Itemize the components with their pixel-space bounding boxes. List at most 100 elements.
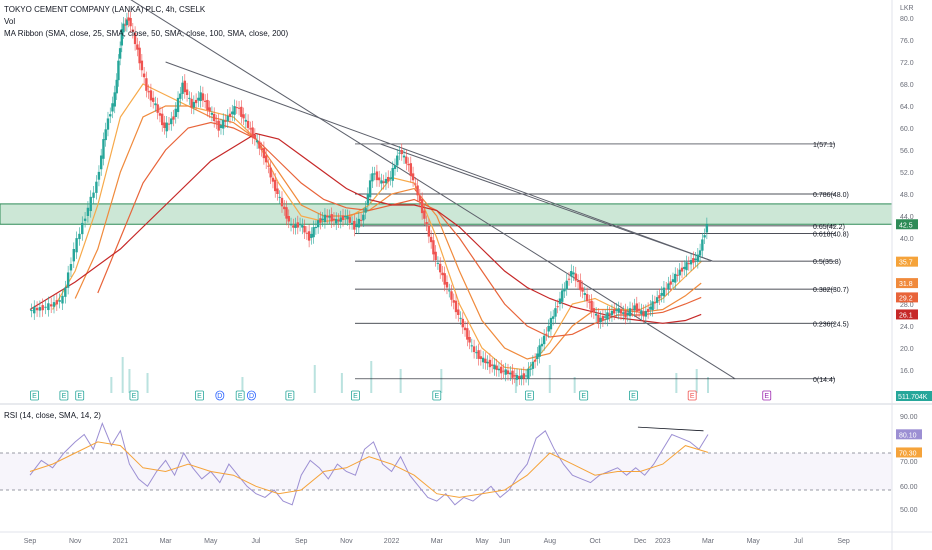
rsi-badge-label: 70.30 <box>899 450 917 457</box>
price-badge <box>896 292 918 303</box>
candle-body <box>176 97 180 113</box>
candle-body <box>536 353 539 359</box>
candle-body <box>461 318 464 328</box>
volume-legend: Vol <box>4 17 16 26</box>
candle-body <box>511 370 514 378</box>
volume-bar <box>440 369 443 393</box>
candle-body <box>470 345 474 347</box>
candle-body <box>414 183 417 185</box>
candle-body <box>222 119 225 129</box>
volume-bar <box>707 377 709 393</box>
candle-body <box>122 23 125 33</box>
candle-body <box>95 181 98 193</box>
candle-body <box>687 263 690 265</box>
candle-body <box>538 345 541 357</box>
candle-body <box>41 305 44 311</box>
price-badge <box>896 256 918 267</box>
candle-body <box>242 114 245 119</box>
price-tick-label: 40.0 <box>900 236 914 243</box>
event-marker-label: E <box>62 393 67 400</box>
time-tick-label: 2023 <box>655 538 671 545</box>
candle-body <box>258 141 261 149</box>
candle-body <box>391 167 394 181</box>
candle-body <box>161 113 164 126</box>
candle-body <box>380 180 383 184</box>
candle-body <box>346 216 349 220</box>
candle-body <box>174 108 177 117</box>
candle-body <box>705 224 709 233</box>
candle-body <box>267 165 270 167</box>
event-marker-box <box>762 390 772 401</box>
candle-body <box>106 118 110 130</box>
time-tick-label: Jul <box>794 538 803 545</box>
time-tick-label: Mar <box>431 538 444 545</box>
event-marker: E <box>351 390 360 401</box>
candle-body <box>698 250 702 256</box>
candle-body <box>522 373 526 379</box>
candle-body <box>163 122 166 128</box>
candle-body <box>165 122 168 132</box>
candle-body <box>210 112 214 115</box>
candle-body <box>237 107 241 109</box>
candle-body <box>676 274 679 276</box>
fib-level-label: 0.236(24.5) <box>813 321 849 328</box>
candle-body <box>402 155 406 158</box>
candle-body <box>646 308 650 313</box>
event-marker-box <box>30 390 39 401</box>
candle-body <box>197 97 200 101</box>
candle-body <box>434 251 437 260</box>
volume-badge <box>896 391 932 401</box>
candle-body <box>377 177 381 181</box>
candle-body <box>224 120 227 122</box>
price-badge <box>896 309 918 320</box>
candle-body <box>662 287 666 297</box>
candle-body <box>201 93 205 101</box>
candle-body <box>545 333 548 335</box>
volume-bar <box>573 377 576 393</box>
candle-body <box>368 180 372 198</box>
price-tick-label: 72.0 <box>900 60 914 67</box>
candle-body <box>640 310 643 315</box>
candle-body <box>660 293 663 296</box>
candle-body <box>149 90 153 101</box>
candle-body <box>47 303 50 311</box>
candle-body <box>450 291 453 300</box>
rsi-badge <box>896 429 922 440</box>
candle-body <box>78 233 81 240</box>
price-pane[interactable]: 1(57.1) 0.786(48.0) 0.65(42.2)0.618(40.8) 0… <box>0 0 893 401</box>
candle-body <box>303 226 306 233</box>
event-marker: E <box>129 390 139 401</box>
candle-body <box>167 123 171 125</box>
event-marker: E <box>59 390 69 401</box>
candle-body <box>335 218 338 224</box>
candle-body <box>129 18 132 27</box>
volume-badge-label: 511.704K <box>898 394 928 401</box>
price-tick-label: 28.0 <box>900 302 914 309</box>
event-marker-label: E <box>288 393 293 400</box>
candle-body <box>314 226 318 229</box>
rsi-pane[interactable] <box>0 421 892 506</box>
event-marker: D <box>215 390 225 401</box>
candle-body <box>531 361 535 369</box>
candle-body <box>217 120 220 131</box>
event-marker-label: D <box>249 393 254 400</box>
candle-body <box>513 375 516 377</box>
time-tick-label: Nov <box>69 538 82 545</box>
volume-bar <box>675 373 678 393</box>
event-marker-box <box>59 390 69 401</box>
candle-body <box>468 337 471 343</box>
volume-bar <box>340 373 343 393</box>
candle-body <box>44 306 47 308</box>
candle-body <box>479 356 483 359</box>
price-tick-label: 64.0 <box>900 104 914 111</box>
candle-body <box>606 312 609 320</box>
candle-body <box>353 220 356 230</box>
event-marker: E <box>285 390 295 401</box>
candle-body <box>626 312 629 315</box>
rsi-tick-label: 50.00 <box>900 507 918 514</box>
candle-body <box>472 346 476 353</box>
candle-body <box>69 264 73 271</box>
event-marker-box <box>247 390 256 401</box>
